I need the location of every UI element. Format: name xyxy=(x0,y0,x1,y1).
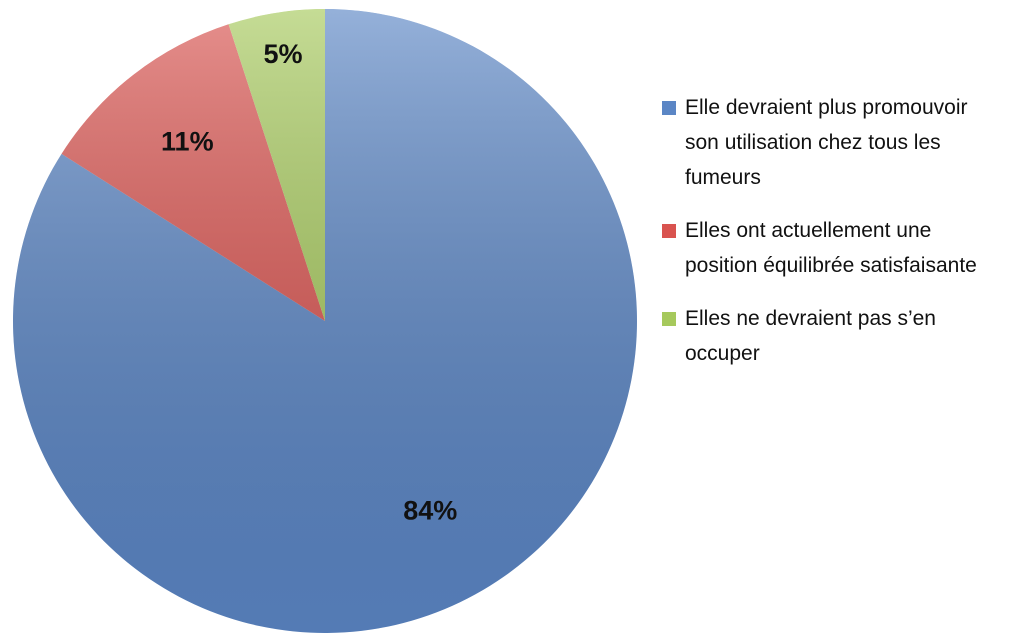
legend-swatch xyxy=(662,224,676,238)
legend-item: Elles ont actuellement une position équi… xyxy=(660,213,985,283)
legend-item: Elles ne devraient pas s’en occuper xyxy=(660,301,985,371)
legend-item: Elle devraient plus promouvoir son utili… xyxy=(660,90,985,195)
data-label: 5% xyxy=(264,39,303,69)
legend: Elle devraient plus promouvoir son utili… xyxy=(660,90,1034,389)
legend-label: Elle devraient plus promouvoir son utili… xyxy=(685,96,968,189)
data-label: 84% xyxy=(403,496,457,526)
legend-swatch xyxy=(662,312,676,326)
legend-swatch xyxy=(662,101,676,115)
legend-label: Elles ne devraient pas s’en occuper xyxy=(685,307,936,365)
legend-label: Elles ont actuellement une position équi… xyxy=(685,219,977,277)
data-label: 11% xyxy=(161,127,214,157)
